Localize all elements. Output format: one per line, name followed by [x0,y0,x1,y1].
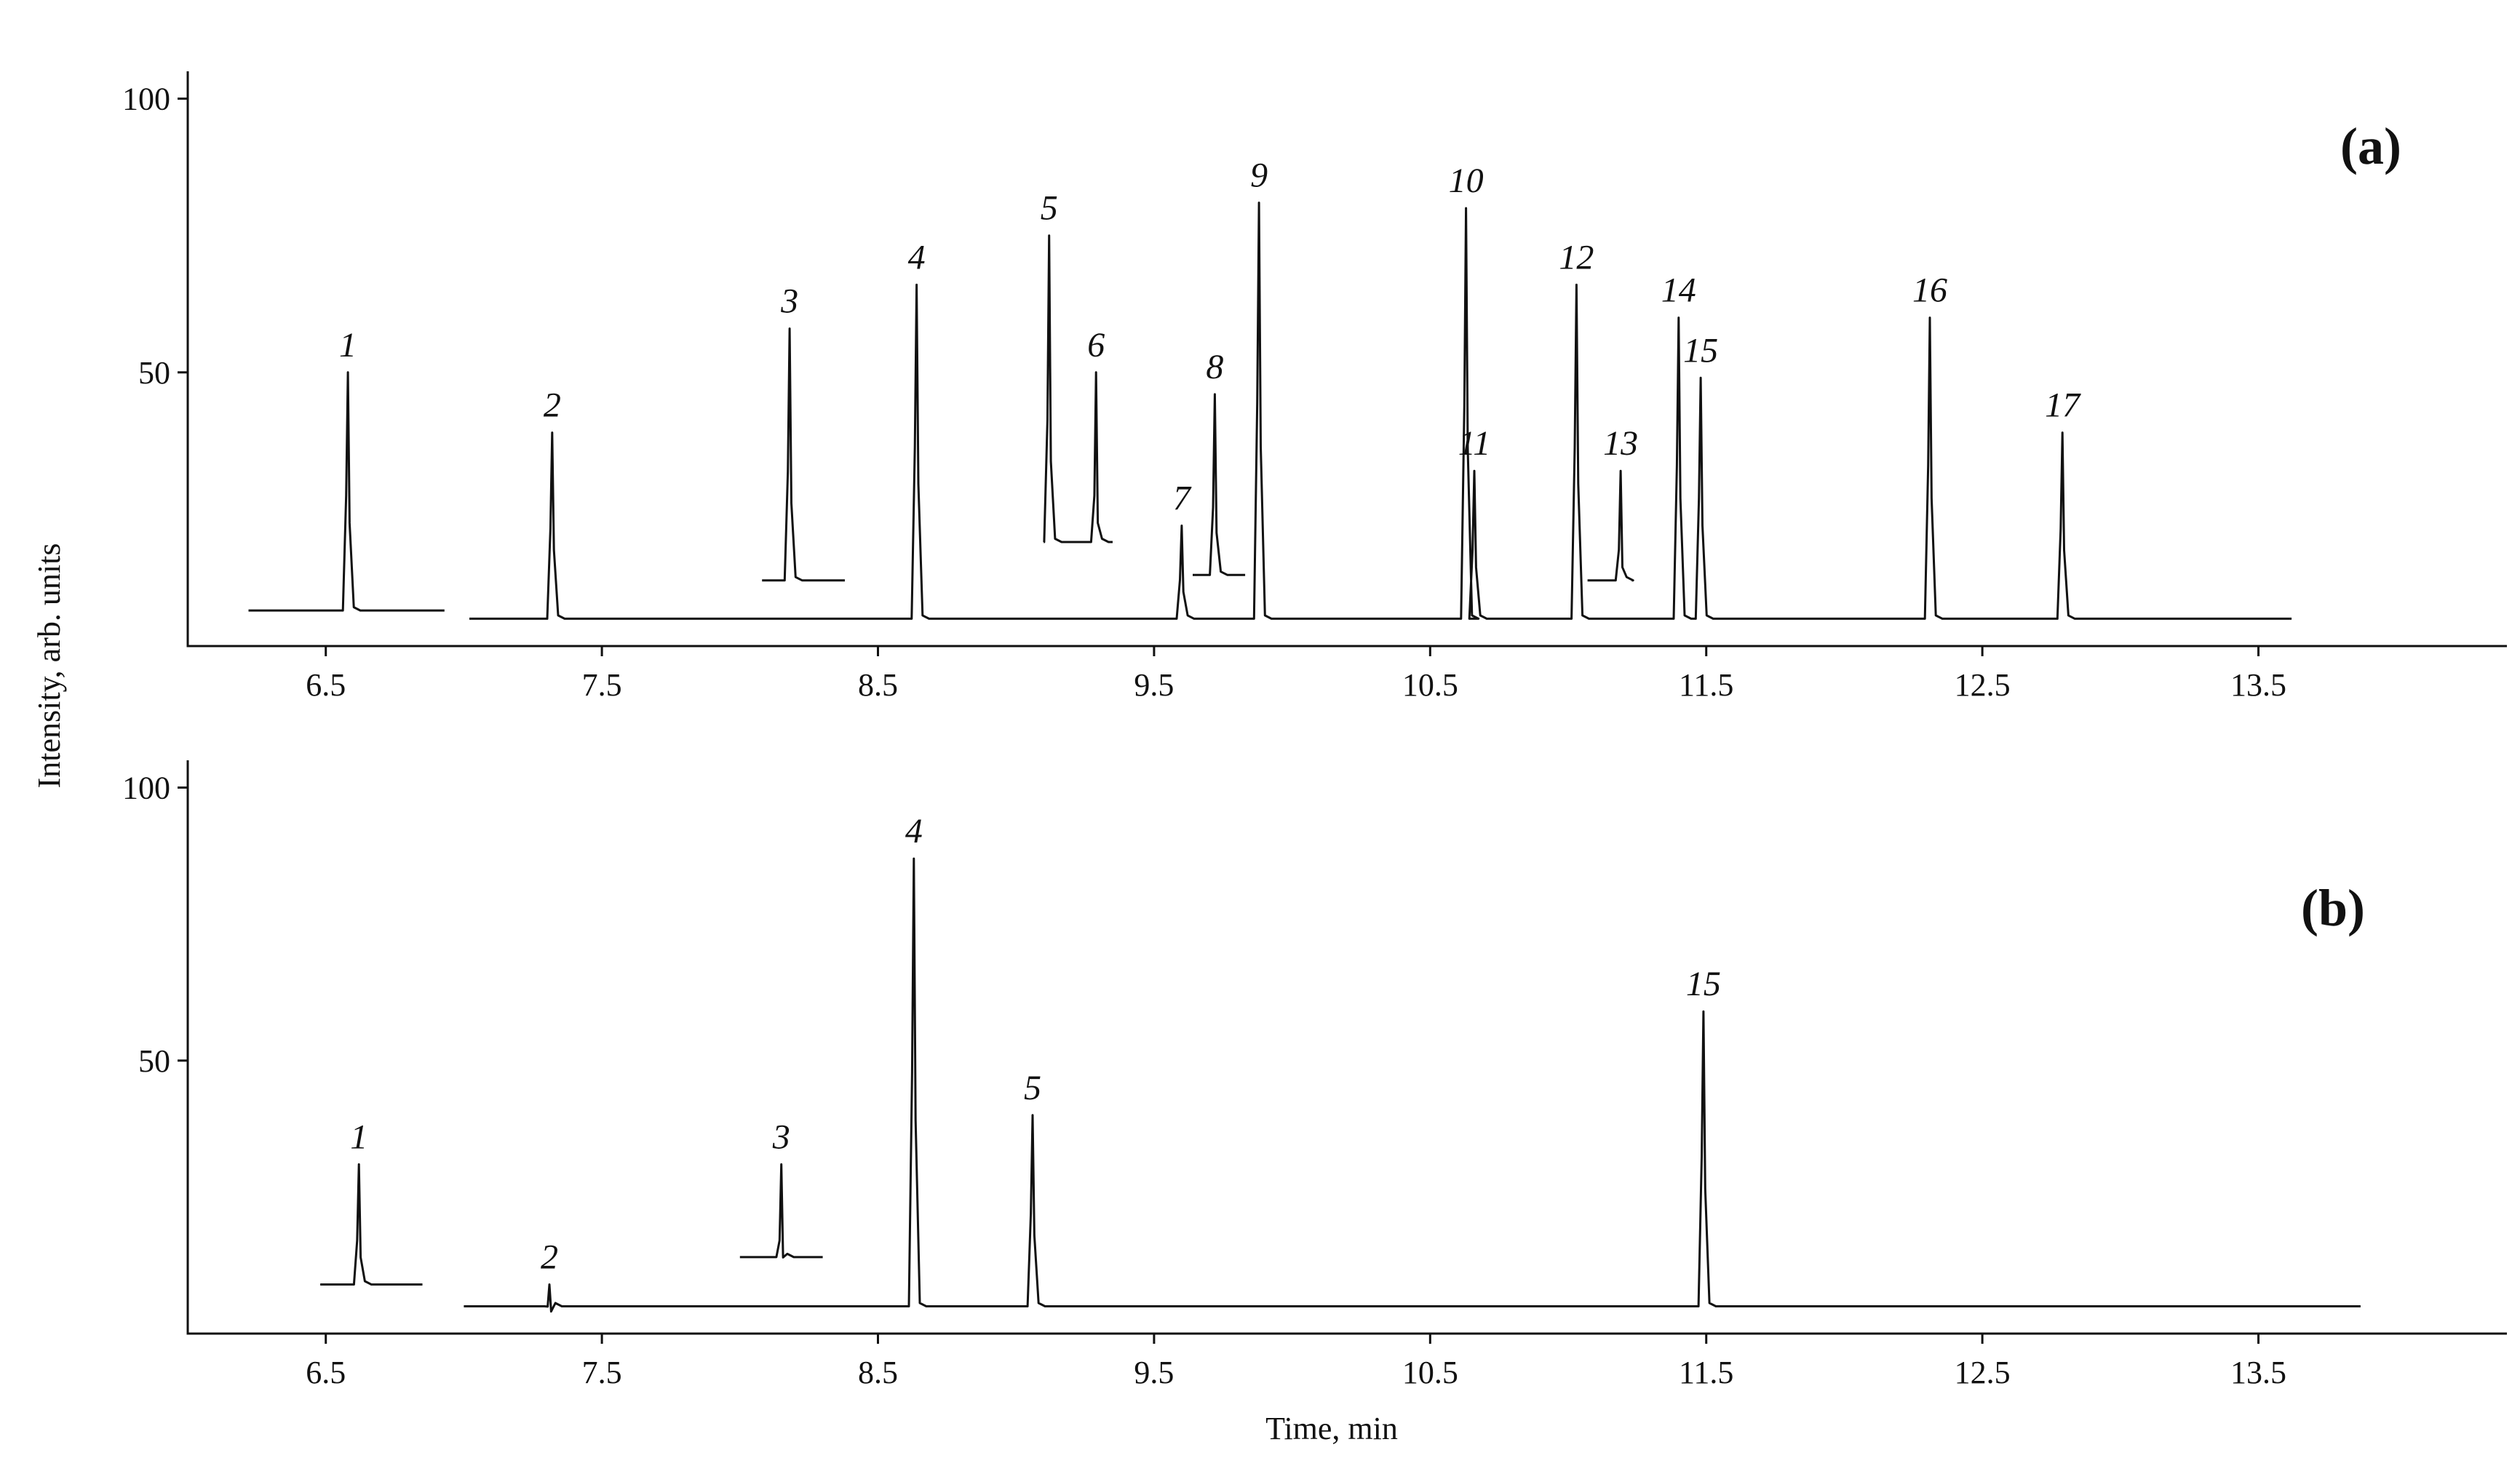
trace-panel-a [469,431,831,620]
x-tick-label: 13.5 [2230,667,2286,703]
y-tick-label: 100 [122,770,170,806]
peak-label-3: 3 [780,282,798,321]
peak-label-13: 13 [1603,424,1638,463]
x-tick-label: 8.5 [858,1355,898,1390]
x-tick-label: 6.5 [306,1355,346,1390]
peak-label-14: 14 [1661,271,1696,310]
x-tick-label: 13.5 [2230,1355,2286,1390]
peak-label-10: 10 [1449,162,1484,200]
y-tick-label: 50 [138,355,170,391]
inset-trace-panel-a [1193,393,1246,576]
panel-label-a: (a) [2340,117,2401,175]
trace-panel-a [831,202,2292,620]
peak-label-6: 6 [1087,326,1105,364]
peak-label-8: 8 [1206,348,1223,386]
trace-panel-b [464,857,2361,1313]
x-tick-label: 7.5 [582,667,622,703]
y-tick-label: 50 [138,1043,170,1079]
x-tick-label: 11.5 [1679,1355,1733,1390]
peak-label-12: 12 [1559,238,1594,276]
peak-label-17: 17 [2045,386,2081,425]
peak-label-4: 4 [905,812,923,850]
x-tick-label: 12.5 [1955,1355,2011,1390]
axes-panel-a [186,71,2507,648]
peak-label-1: 1 [339,326,357,364]
peak-label-4: 4 [908,238,926,276]
peak-label-2: 2 [544,386,561,425]
inset-trace-panel-a [762,327,845,582]
peak-label-11: 11 [1458,424,1490,463]
peak-label-15: 15 [1686,965,1721,1003]
peak-label-5: 5 [1024,1069,1041,1107]
inset-trace-panel-a [1587,469,1634,582]
x-tick-label: 12.5 [1955,667,2011,703]
peak-label-3: 3 [772,1118,790,1156]
peak-label-1: 1 [350,1118,367,1156]
x-tick-label: 8.5 [858,667,898,703]
trace-panel-b [320,1163,423,1286]
peak-label-9: 9 [1250,156,1268,195]
peak-label-5: 5 [1041,189,1058,228]
x-tick-label: 10.5 [1402,1355,1458,1390]
inset-trace-panel-b [739,1163,823,1259]
x-tick-label: 10.5 [1402,667,1458,703]
axes-panel-b [186,760,2507,1335]
peak-label-2: 2 [541,1238,558,1276]
peak-label-16: 16 [1912,271,1947,310]
peak-label-15: 15 [1683,331,1718,370]
trace-panel-a [248,371,445,612]
x-tick-label: 6.5 [306,667,346,703]
panel-label-b: (b) [2301,879,2365,937]
peak-label-7: 7 [1173,479,1192,517]
y-axis-title: Intensity, arb. units [31,543,67,789]
y-tick-label: 100 [122,81,170,117]
x-tick-label: 9.5 [1134,1355,1174,1390]
x-tick-label: 7.5 [582,1355,622,1390]
inset-trace-panel-a [1043,234,1113,543]
x-tick-label: 11.5 [1679,667,1733,703]
x-axis-title: Time, min [1265,1411,1398,1446]
x-tick-label: 9.5 [1134,667,1174,703]
